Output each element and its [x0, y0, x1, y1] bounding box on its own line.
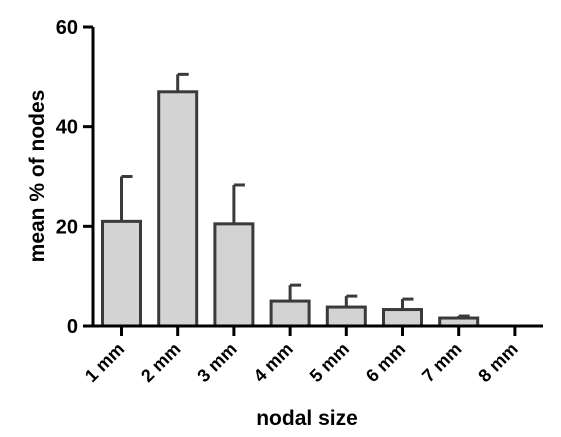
- y-tick-label: 0: [67, 316, 78, 338]
- bar: [382, 308, 423, 328]
- axes-layer: [91, 27, 543, 328]
- x-tick-label: 1 mm: [81, 339, 128, 386]
- y-tick-label: 20: [56, 216, 78, 238]
- y-axis-label: mean % of nodes: [26, 90, 49, 263]
- bar: [269, 299, 311, 328]
- bar: [213, 222, 255, 328]
- x-tick-label: 5 mm: [306, 339, 353, 386]
- x-tick-label: 3 mm: [193, 339, 240, 386]
- x-ticks-layer: 1 mm 2 mm 3 mm 4 mm 5 mm 6 mm 7 mm 8 mm: [81, 326, 522, 386]
- x-tick-label: 2 mm: [137, 339, 184, 386]
- bar: [101, 219, 142, 328]
- y-ticks-layer: 0 20 40 60: [56, 17, 93, 338]
- bar: [157, 90, 199, 328]
- bars-layer: [101, 72, 480, 328]
- x-tick-label: 7 mm: [418, 339, 465, 386]
- x-tick-label: 6 mm: [362, 339, 409, 386]
- x-tick-label: 4 mm: [250, 339, 297, 386]
- bar: [325, 305, 367, 328]
- y-tick-label: 40: [56, 117, 78, 139]
- x-tick-label: 8 mm: [474, 339, 521, 386]
- y-tick-label: 60: [56, 17, 78, 39]
- x-axis-label: nodal size: [256, 407, 358, 430]
